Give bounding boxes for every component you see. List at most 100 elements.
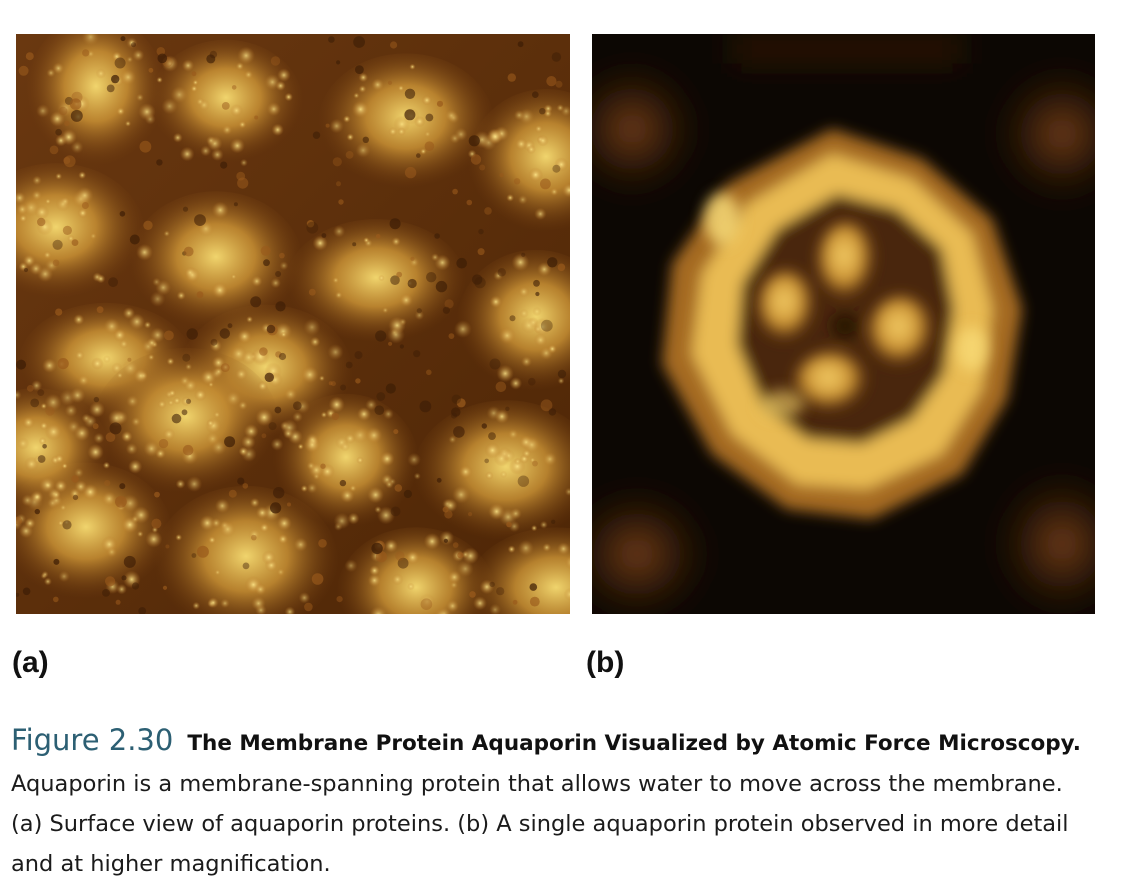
surface-texture [45,407,54,416]
surface-bump [121,431,132,442]
surface-bump [359,85,367,93]
surface-bump [21,494,33,506]
surface-texture [220,328,230,338]
surface-bump [184,267,196,279]
surface-bump [37,266,53,282]
surface-bump [407,453,421,467]
surface-bump [148,354,155,361]
surface-texture [437,101,443,107]
surface-bump [356,456,364,464]
surface-texture [309,289,316,296]
surface-texture [469,591,476,598]
surface-bump [237,329,252,344]
surface-bump [278,534,289,545]
surface-bump [305,433,319,447]
surface-texture [535,292,539,296]
surface-texture [156,159,162,165]
surface-texture [275,301,285,311]
surface-bump [244,424,259,439]
surface-bump [184,379,198,393]
surface-bump [111,363,122,374]
surface-bump [374,506,381,513]
surface-bump [523,436,540,453]
surface-texture [62,520,71,529]
surface-texture [547,257,557,267]
surface-bump [182,59,194,71]
surface-texture [26,52,34,60]
surface-bump [392,237,401,246]
surface-texture [37,218,45,226]
surface-texture [115,58,126,69]
surface-bump [380,451,395,466]
surface-bump [343,115,351,123]
surface-bump [19,214,28,223]
surface-bump [459,465,473,479]
surface-bump [422,95,432,105]
surface-bump [144,321,151,328]
surface-bump [206,136,216,146]
surface-bump [206,432,220,446]
surface-bump [510,508,522,520]
surface-bump [454,320,472,338]
surface-texture [53,559,59,565]
surface-bump [508,545,516,553]
surface-texture [24,268,28,272]
surface-bump [540,521,548,529]
surface-texture [549,408,556,415]
surface-texture [172,414,182,424]
surface-texture [251,535,257,541]
surface-bump [220,521,236,537]
surface-texture [416,153,421,158]
surface-bump [51,490,61,500]
surface-bump [78,208,88,218]
surface-bump [47,68,56,77]
surface-texture [338,199,343,204]
surface-texture [82,202,89,209]
surface-bump [329,119,344,134]
surface-texture [363,137,369,143]
surface-bump [327,344,343,360]
surface-texture [53,240,63,250]
surface-bump [558,378,565,385]
surface-texture [393,429,398,434]
surface-bump [383,409,394,420]
caption-line-3: and at higher magnification. [11,844,1121,884]
surface-bump [175,534,182,541]
surface-bump [512,253,530,271]
surface-texture [449,333,455,339]
surface-bump [357,407,371,421]
surface-bump [514,458,521,465]
afm-single-protein-svg [592,34,1095,614]
surface-bump [313,236,328,251]
surface-texture [453,426,465,438]
surface-bump [310,337,320,347]
surface-texture [346,362,353,369]
surface-texture [404,109,415,120]
surface-bump [307,483,318,494]
surface-bump [186,476,202,492]
surface-bump [104,318,121,335]
surface-texture [312,573,324,585]
surface-texture [23,588,31,596]
surface-texture [518,476,529,487]
surface-bump [518,540,534,556]
surface-bump [145,531,162,548]
surface-bump [277,516,292,531]
surface-texture [505,407,509,411]
surface-texture [154,492,160,498]
surface-bump [267,102,281,116]
surface-bump [230,138,245,153]
surface-bump [143,441,159,457]
surface-texture [405,89,415,99]
surface-texture [479,165,485,171]
surface-bump [371,78,384,91]
surface-bump [35,205,50,220]
surface-bump [332,277,339,284]
surface-texture [108,277,118,287]
surface-texture [558,370,566,378]
surface-texture [456,258,467,269]
surface-texture [532,461,538,467]
surface-bump [116,107,125,116]
